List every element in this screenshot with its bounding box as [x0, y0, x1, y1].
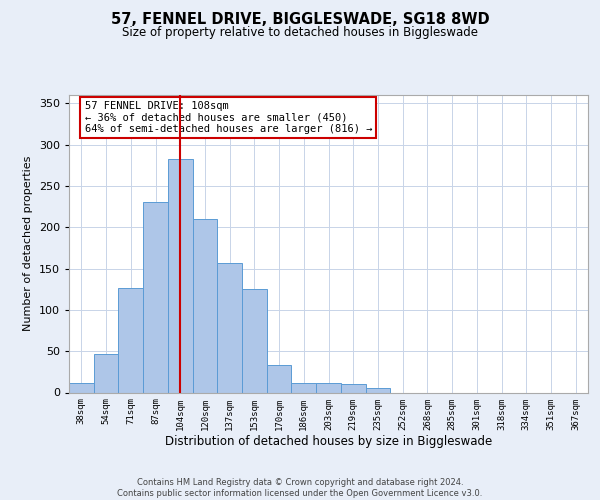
- Bar: [316, 384, 341, 392]
- Bar: [267, 365, 292, 392]
- Y-axis label: Number of detached properties: Number of detached properties: [23, 156, 33, 332]
- X-axis label: Distribution of detached houses by size in Biggleswade: Distribution of detached houses by size …: [165, 435, 492, 448]
- Text: Size of property relative to detached houses in Biggleswade: Size of property relative to detached ho…: [122, 26, 478, 39]
- Text: 57 FENNEL DRIVE: 108sqm
← 36% of detached houses are smaller (450)
64% of semi-d: 57 FENNEL DRIVE: 108sqm ← 36% of detache…: [85, 101, 372, 134]
- Bar: [341, 384, 365, 392]
- Bar: [193, 219, 217, 392]
- Bar: [94, 354, 118, 393]
- Bar: [143, 202, 168, 392]
- Bar: [217, 263, 242, 392]
- Bar: [168, 158, 193, 392]
- Bar: [118, 288, 143, 393]
- Text: Contains HM Land Registry data © Crown copyright and database right 2024.
Contai: Contains HM Land Registry data © Crown c…: [118, 478, 482, 498]
- Bar: [292, 382, 316, 392]
- Bar: [365, 388, 390, 392]
- Bar: [69, 384, 94, 392]
- Text: 57, FENNEL DRIVE, BIGGLESWADE, SG18 8WD: 57, FENNEL DRIVE, BIGGLESWADE, SG18 8WD: [110, 12, 490, 28]
- Bar: [242, 289, 267, 393]
